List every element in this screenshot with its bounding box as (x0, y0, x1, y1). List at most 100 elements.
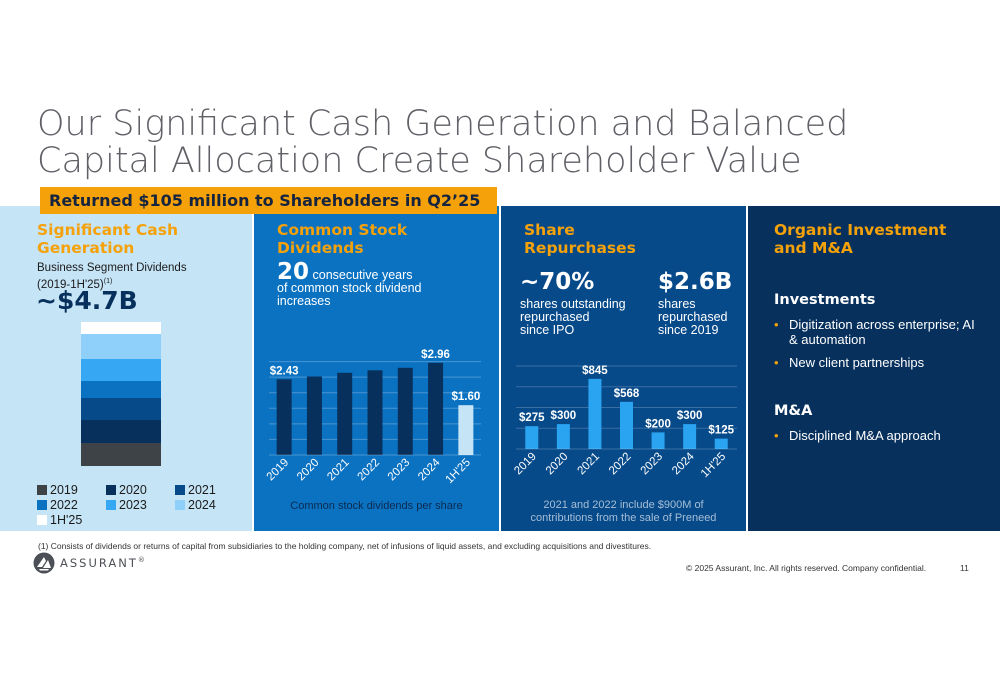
stack-segment-2022 (81, 381, 161, 399)
legend-item: 2022 (37, 498, 78, 512)
bar-2019 (525, 426, 539, 449)
bar-2024 (428, 362, 444, 455)
data-label: $275 (519, 412, 545, 424)
cash-subtitle: Business Segment Dividends (2019-1H'25)(… (37, 261, 187, 292)
stat-ipo-line-2: repurchased (520, 310, 590, 324)
stat-ipo-description: shares outstanding repurchased since IPO (520, 298, 626, 337)
tick-label: 2024 (416, 456, 443, 483)
legend-item: 2023 (106, 498, 147, 512)
dividends-heading-line-1: Common Stock (277, 221, 408, 239)
copyright: © 2025 Assurant, Inc. All rights reserve… (686, 563, 927, 573)
tick-label: 2019 (265, 457, 292, 484)
bullet-icon: • (774, 428, 779, 443)
repurchase-stat-total: $2.6B shares repurchased since 2019 (658, 268, 732, 337)
bullet-icon: • (774, 355, 779, 370)
dividends-lead-number: 20 (277, 259, 310, 285)
stack-segment-2024 (81, 333, 161, 360)
data-label: $568 (614, 388, 640, 400)
legend-swatch (106, 485, 116, 495)
bar-2023 (651, 432, 665, 449)
shareholder-return-banner: Returned $105 million to Shareholders in… (40, 187, 497, 214)
cash-subtitle-note: (1) (103, 278, 113, 285)
stat-total-line-1: shares (658, 297, 696, 311)
assurant-logo-icon (33, 552, 55, 574)
investment-item-text: Digitization across enterprise; AI & aut… (789, 317, 975, 347)
stack-segment-2020 (81, 419, 161, 443)
cash-total: ~$4.7B (36, 286, 138, 315)
tick-label: 2024 (670, 450, 697, 477)
tick-label: 1H'25 (699, 451, 728, 480)
legend-swatch (106, 500, 116, 510)
list-item: • Disciplined M&A approach (774, 428, 984, 443)
cash-generation-panel: Significant Cash Generation Business Seg… (0, 206, 252, 531)
legend-label: 2022 (50, 498, 78, 512)
tick-label: 2020 (544, 451, 571, 478)
investment-item-text: New client partnerships (789, 355, 925, 370)
ma-item-text: Disciplined M&A approach (789, 428, 941, 443)
bar-2022 (620, 401, 633, 449)
data-label: $1.60 (451, 391, 480, 403)
data-label: $2.96 (421, 349, 450, 361)
dividends-heading: Common Stock Dividends (277, 221, 407, 257)
dividends-lead-text-1: consecutive years (312, 268, 413, 282)
data-label: $300 (551, 410, 577, 422)
legend-item: 2021 (175, 483, 216, 497)
dividends-lead-line-1: 20 consecutive years (277, 261, 422, 284)
list-item: • Digitization across enterprise; AI & au… (774, 317, 984, 347)
organic-heading: Organic Investment and M&A (774, 221, 946, 257)
cash-subtitle-line-2: (2019-1H'25)(1) (37, 275, 187, 292)
legend-item: 2019 (37, 483, 78, 497)
tick-label: 1H'25 (443, 457, 472, 486)
repurchases-chart: $275 2019 $300 2020 $845 2021 $568 2022 $200 2023… (512, 365, 737, 480)
logo-text: ASSURANT (60, 556, 138, 570)
organic-investment-panel: Organic Investment and M&A Investments •… (748, 206, 1000, 531)
bar-2021 (588, 378, 602, 449)
stat-total-description: shares repurchased since 2019 (658, 298, 732, 337)
legend-item: 2020 (106, 483, 147, 497)
investments-list: • Digitization across enterprise; AI & au… (774, 317, 984, 378)
dividends-lead-line-2: of common stock dividend (277, 281, 422, 295)
cash-heading-line-1: Significant Cash (37, 221, 178, 239)
stack-segment-2019 (81, 442, 161, 466)
organic-heading-line-2: and M&A (774, 239, 853, 257)
tick-label: 2023 (386, 457, 413, 484)
legend-swatch (37, 515, 47, 525)
ma-list: • Disciplined M&A approach (774, 428, 984, 451)
repurchases-panel: Share Repurchases ~70% shares outstandin… (501, 206, 746, 531)
legend-swatch (37, 500, 47, 510)
repurchases-heading-line-2: Repurchases (524, 239, 636, 257)
legend-item: 1H'25 (37, 513, 82, 527)
bullet-icon: • (774, 317, 779, 332)
bar-2021 (337, 372, 353, 455)
tick-label: 2020 (295, 457, 322, 484)
logo-registered-mark: ® (137, 556, 145, 565)
bar-2024 (683, 424, 697, 449)
dividends-panel: Common Stock Dividends 20 consecutive ye… (254, 206, 499, 531)
stat-ipo-line-3: since IPO (520, 323, 575, 337)
bar-2019 (276, 379, 292, 455)
stat-ipo-value: ~70% (520, 269, 595, 295)
organic-heading-line-1: Organic Investment (774, 221, 947, 239)
ma-title: M&A (774, 403, 813, 419)
tick-label: 2021 (325, 457, 352, 484)
page-title: Our Significant Cash Generation and Bala… (37, 106, 937, 180)
cash-heading-line-2: Generation (37, 239, 135, 257)
stacked-dividend-bar (81, 322, 161, 466)
repurchases-heading-line-1: Share (524, 221, 575, 239)
stat-ipo-line-1: shares outstanding (520, 297, 626, 311)
legend-label: 2024 (188, 498, 216, 512)
stack-segment-1H'25 (81, 322, 161, 334)
legend-label: 1H'25 (50, 513, 83, 527)
tick-label: 2022 (356, 457, 383, 484)
data-label: $845 (582, 365, 608, 377)
data-label: $125 (708, 425, 734, 437)
investments-title: Investments (774, 292, 876, 308)
cash-subtitle-period: (2019-1H'25) (37, 278, 104, 291)
bar-2020 (556, 424, 570, 449)
legend-swatch (175, 485, 185, 495)
stat-total-line-2: repurchased (658, 310, 728, 324)
legend-label: 2019 (50, 483, 78, 497)
bar-1H'25 (458, 405, 474, 455)
dividends-lead-line-3: increases (277, 294, 331, 308)
data-label: $300 (677, 410, 703, 422)
